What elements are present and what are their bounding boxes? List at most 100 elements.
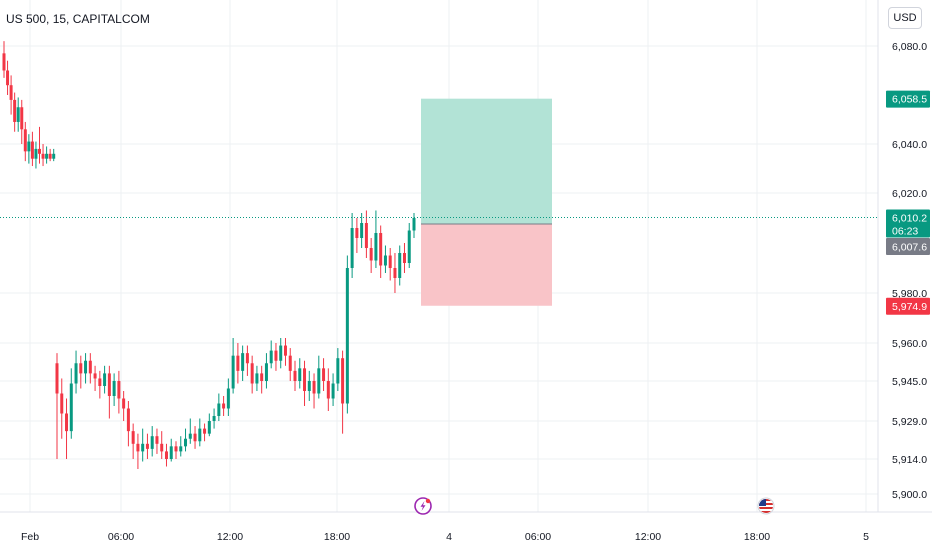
candle-body bbox=[155, 436, 159, 444]
candle-body bbox=[317, 368, 321, 394]
candle-body bbox=[293, 370, 297, 381]
candle-body bbox=[412, 218, 416, 231]
candle-body bbox=[79, 363, 83, 374]
candle-body bbox=[188, 433, 192, 439]
loss-zone[interactable] bbox=[421, 224, 552, 306]
candle-body bbox=[264, 363, 268, 381]
time-tick-label: 06:00 bbox=[108, 531, 134, 543]
candle-body bbox=[107, 373, 111, 396]
candle-body bbox=[331, 383, 335, 399]
event-lightning-icon[interactable] bbox=[414, 497, 432, 515]
profit-zone[interactable] bbox=[421, 98, 552, 224]
candle-body bbox=[355, 228, 359, 238]
candle-body bbox=[9, 85, 13, 100]
stop-price-tag-text: 5,974.9 bbox=[892, 301, 927, 313]
candle-body bbox=[383, 255, 387, 266]
time-tick-label: 5 bbox=[863, 531, 869, 543]
candle-body bbox=[23, 129, 27, 152]
price-tick-label: 5,929.0 bbox=[892, 416, 927, 428]
candle-body bbox=[69, 383, 73, 432]
target-price-tag bbox=[886, 90, 930, 108]
candle-body bbox=[84, 360, 88, 374]
candle-body bbox=[322, 368, 326, 381]
candle-body bbox=[169, 446, 173, 459]
time-tick-label: 12:00 bbox=[217, 531, 243, 543]
price-tick-label: 6,020.0 bbox=[892, 188, 927, 200]
candle-body bbox=[369, 248, 373, 261]
candle-body bbox=[203, 428, 207, 434]
candle-body bbox=[34, 148, 38, 159]
candle-body bbox=[45, 153, 49, 159]
candle-body bbox=[16, 107, 20, 122]
candle-body bbox=[269, 350, 273, 364]
price-axis[interactable]: 6,080.0 6,040.0 6,020.0 5,980.0 5,960.0 5,945… bbox=[892, 41, 927, 501]
currency-button[interactable]: USD bbox=[888, 7, 922, 29]
candle-body bbox=[48, 153, 52, 159]
candle-body bbox=[55, 363, 59, 394]
candle-body bbox=[150, 436, 154, 449]
current-price-tag bbox=[886, 209, 930, 238]
candle-body bbox=[274, 350, 278, 361]
price-tags: 6,058.5 6,010.206:23 6,007.6 5,974.9 bbox=[886, 90, 930, 315]
price-tick-label: 5,945.0 bbox=[892, 376, 927, 388]
price-tick-label: 6,040.0 bbox=[892, 139, 927, 151]
candle-body bbox=[341, 358, 345, 404]
candle-body bbox=[298, 368, 302, 381]
time-tick-label: 12:00 bbox=[635, 531, 661, 543]
candle-body bbox=[407, 230, 411, 263]
price-tick-label: 5,980.0 bbox=[892, 288, 927, 300]
candle-body bbox=[41, 153, 45, 159]
candle-body bbox=[30, 141, 34, 159]
candle-body bbox=[379, 233, 383, 266]
candle-body bbox=[279, 345, 283, 361]
candle-body bbox=[260, 373, 264, 381]
candle-body bbox=[283, 345, 287, 356]
candle-body bbox=[250, 363, 254, 384]
long-position-tool[interactable] bbox=[421, 98, 552, 306]
candle-body bbox=[217, 403, 221, 416]
time-tick-label: 06:00 bbox=[525, 531, 551, 543]
candle-body bbox=[336, 358, 340, 384]
candle-body bbox=[222, 403, 226, 409]
candle-body bbox=[398, 253, 402, 278]
price-tick-label: 6,080.0 bbox=[892, 41, 927, 53]
candle-body bbox=[303, 368, 307, 391]
entry-price-tag bbox=[886, 238, 930, 255]
candle-body bbox=[236, 355, 240, 371]
us-flag-event-icon[interactable] bbox=[757, 497, 775, 515]
candle-body bbox=[93, 373, 97, 379]
candle-body bbox=[88, 360, 92, 374]
candle-body bbox=[198, 428, 202, 442]
candle-body bbox=[98, 378, 102, 386]
candle-body bbox=[364, 223, 368, 248]
time-tick-label: 18:00 bbox=[324, 531, 350, 543]
candle-body bbox=[122, 398, 126, 409]
candle-body bbox=[245, 353, 249, 364]
candle-body bbox=[388, 255, 392, 268]
candle-body bbox=[65, 413, 69, 432]
symbol-title[interactable]: US 500, 15, CAPITALCOM bbox=[6, 12, 150, 26]
candle-body bbox=[6, 70, 10, 86]
candle-body bbox=[193, 433, 197, 442]
candle-body bbox=[126, 408, 130, 432]
price-tick-label: 5,900.0 bbox=[892, 489, 927, 501]
current-price-tag-text: 06:23 bbox=[892, 226, 918, 238]
candle-body bbox=[231, 355, 235, 389]
candle-body bbox=[307, 381, 311, 391]
candle-body bbox=[52, 153, 56, 159]
candle-body bbox=[360, 223, 364, 238]
time-tick-label: 18:00 bbox=[744, 531, 770, 543]
time-axis[interactable]: Feb 06:00 12:00 18:00 4 06:00 12:00 18:00 5 bbox=[21, 531, 869, 543]
candlestick-series bbox=[2, 41, 416, 469]
candle-body bbox=[2, 53, 6, 71]
current-price-tag-text: 6,010.2 bbox=[892, 213, 927, 225]
candle-body bbox=[131, 431, 135, 444]
candle-body bbox=[312, 381, 316, 394]
candle-body bbox=[27, 141, 31, 152]
candle-body bbox=[174, 446, 178, 452]
candle-body bbox=[20, 107, 24, 130]
candle-body bbox=[141, 443, 145, 452]
candle-body bbox=[207, 421, 211, 434]
candle-body bbox=[145, 443, 149, 449]
